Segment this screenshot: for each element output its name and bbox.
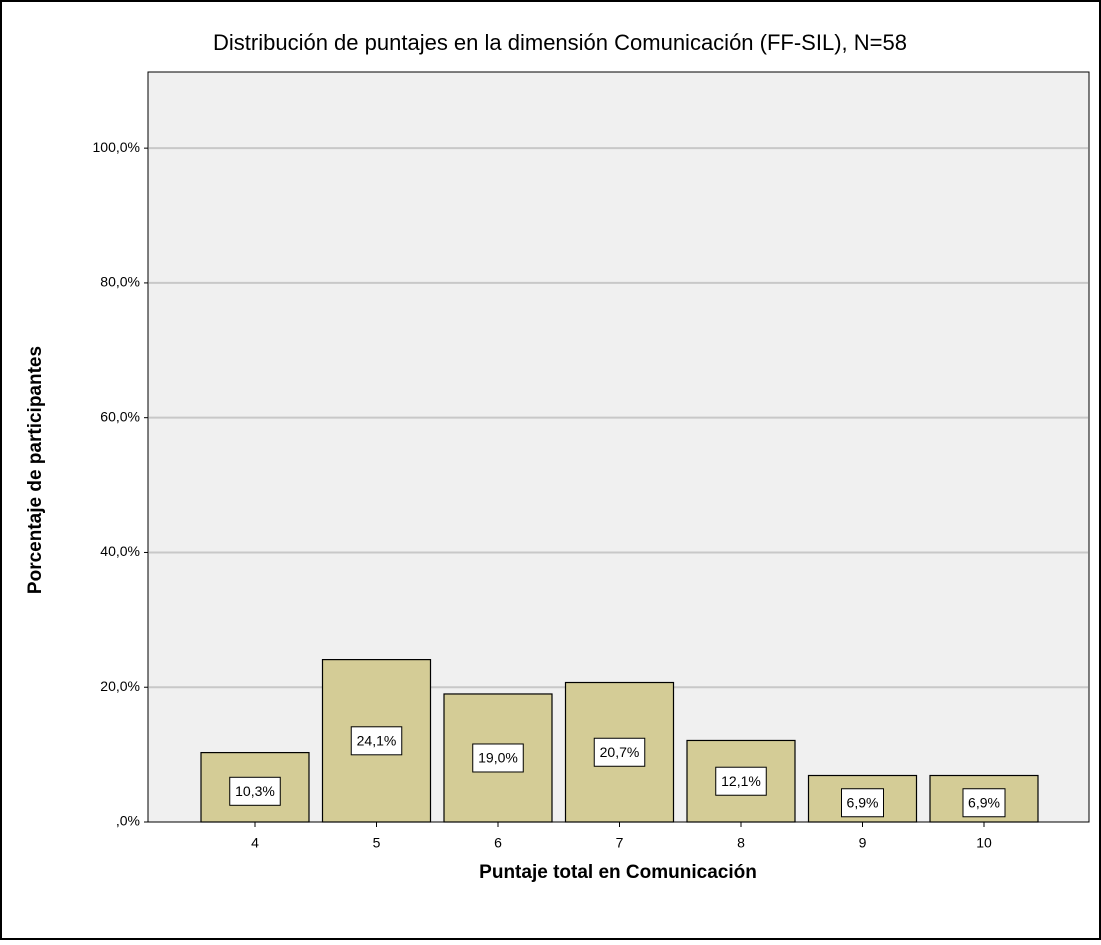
value-label-box bbox=[841, 788, 884, 818]
value-label: 19,0% bbox=[478, 750, 518, 766]
value-label: 10,3% bbox=[235, 783, 275, 799]
x-tick-label: 6 bbox=[494, 835, 502, 851]
x-tick-label: 5 bbox=[373, 835, 381, 851]
y-tick-label: 40,0% bbox=[100, 543, 140, 559]
value-label: 6,9% bbox=[847, 794, 879, 810]
value-label: 24,1% bbox=[357, 733, 397, 749]
value-label: 6,9% bbox=[968, 794, 1000, 810]
value-label-box bbox=[350, 726, 403, 756]
x-tick-label: 8 bbox=[737, 835, 745, 851]
y-tick-label: 80,0% bbox=[100, 274, 140, 290]
y-tick-label: 100,0% bbox=[93, 139, 140, 155]
y-tick-label: ,0% bbox=[116, 813, 140, 829]
x-tick-label: 7 bbox=[616, 835, 624, 851]
value-label-box bbox=[472, 743, 524, 773]
chart-title: Distribución de puntajes en la dimensión… bbox=[213, 30, 907, 55]
value-label: 20,7% bbox=[600, 744, 640, 760]
value-label: 12,1% bbox=[721, 773, 761, 789]
x-tick-label: 9 bbox=[859, 835, 867, 851]
value-label-box bbox=[962, 788, 1006, 818]
value-label-box bbox=[229, 776, 281, 806]
y-axis-title: Porcentaje de participantes bbox=[25, 346, 46, 594]
value-label-box bbox=[715, 766, 767, 796]
y-tick-label: 60,0% bbox=[100, 408, 140, 424]
x-tick-label: 10 bbox=[976, 835, 992, 851]
y-tick-label: 20,0% bbox=[100, 678, 140, 694]
x-tick-label: 4 bbox=[251, 835, 259, 851]
x-axis-title: Puntaje total en Comunicación bbox=[479, 862, 757, 883]
value-label-box bbox=[593, 737, 646, 767]
